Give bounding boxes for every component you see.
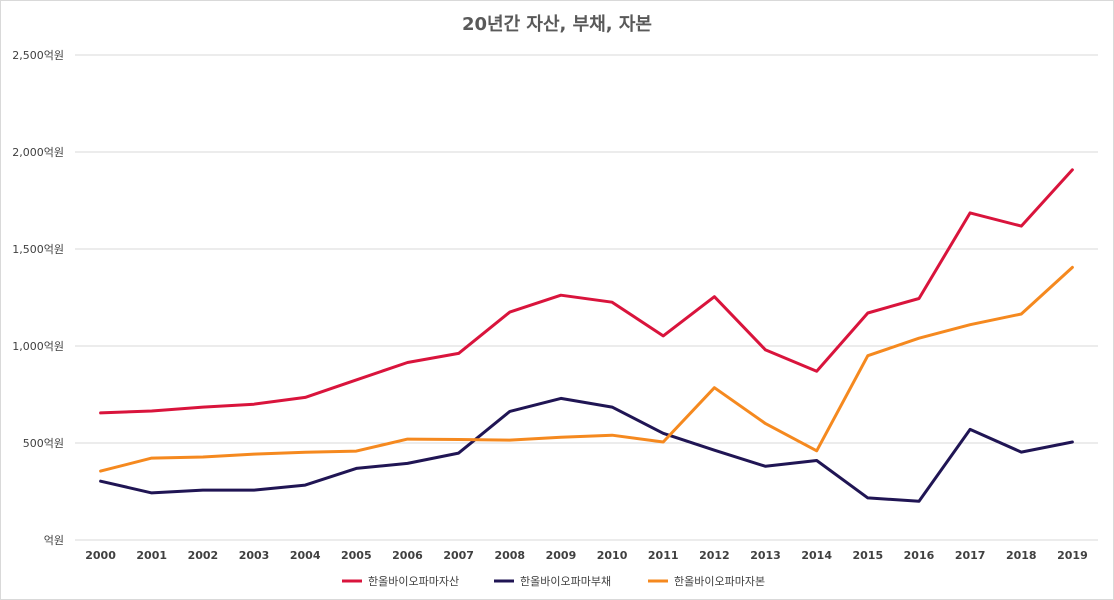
y-tick-label: 2,000억원 [12,146,64,159]
x-tick-label: 2005 [341,549,372,562]
legend-label: 한올바이오파마부채 [520,575,611,588]
x-tick-label: 2014 [801,549,832,562]
series-line [99,265,1074,473]
x-tick-label: 2009 [546,549,577,562]
legend-label: 한올바이오파마자산 [368,575,459,588]
x-tick-label: 2015 [853,549,884,562]
x-tick-label: 2000 [85,549,116,562]
x-tick-label: 2010 [597,549,628,562]
gridlines [75,54,1098,541]
x-tick-label: 2003 [239,549,270,562]
y-axis-labels: 억원 500억원 1,000억원 1,500억원 2,000억원 2,500억원 [12,49,64,547]
x-tick-label: 2004 [290,549,321,562]
y-tick-label: 1,500억원 [12,243,64,256]
y-tick-label: 1,000억원 [12,340,64,353]
legend: 한올바이오파마자산 한올바이오파마부채 한올바이오파마자본 [342,575,765,588]
x-tick-label: 2008 [494,549,525,562]
x-tick-label: 2017 [955,549,986,562]
x-tick-label: 2006 [392,549,423,562]
legend-label: 한올바이오파마자본 [674,575,765,588]
x-tick-label: 2016 [904,549,935,562]
chart-title: 20년간 자산, 부채, 자본 [462,14,652,35]
y-tick-label: 500억원 [23,437,64,450]
x-tick-label: 2013 [750,549,781,562]
x-tick-label: 2019 [1057,549,1088,562]
y-tick-label: 2,500억원 [12,49,64,62]
series-lines [99,168,1074,503]
x-axis-labels: 2000 2001 2002 2003 2004 2005 2006 2007 2008 2009… [85,549,1087,562]
x-tick-label: 2018 [1006,549,1037,562]
series-line [99,396,1074,503]
x-tick-label: 2002 [188,549,219,562]
series-line [99,168,1074,415]
x-tick-label: 2011 [648,549,679,562]
x-tick-label: 2007 [443,549,474,562]
x-tick-label: 2012 [699,549,730,562]
x-tick-label: 2001 [136,549,167,562]
y-tick-label: 억원 [44,534,64,547]
